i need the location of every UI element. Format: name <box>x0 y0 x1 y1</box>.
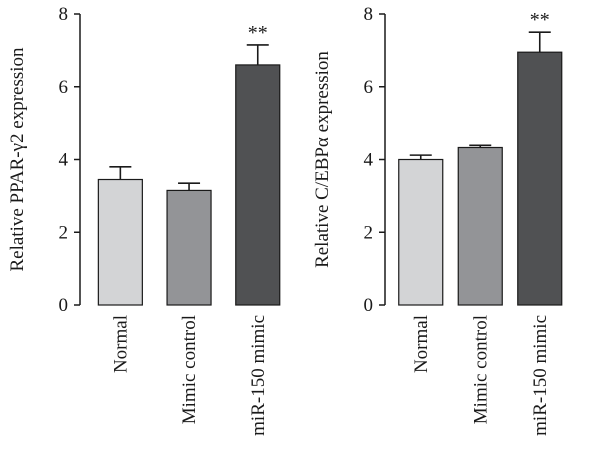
y-tick-label-8: 8 <box>364 4 374 25</box>
bar-1 <box>398 158 444 306</box>
y-tick-label-0: 0 <box>364 295 374 316</box>
y-tick-label-2: 2 <box>364 222 374 243</box>
y-axis-title: Relative PPAR-γ2 expression <box>7 47 28 272</box>
significance-label-3: ** <box>530 9 550 31</box>
bar-2 <box>457 146 503 306</box>
bar-2 <box>166 189 212 306</box>
category-label-3: miR-150 mimic <box>530 315 551 436</box>
bar-3 <box>517 51 563 306</box>
y-tick-label-2: 2 <box>59 222 69 243</box>
y-tick-label-4: 4 <box>59 150 69 171</box>
y-tick-label-6: 6 <box>364 77 374 98</box>
category-label-1: Normal <box>110 315 131 373</box>
bar-1 <box>97 178 143 306</box>
y-tick-label-8: 8 <box>59 4 69 25</box>
bar-3 <box>235 64 281 306</box>
category-label-3: miR-150 mimic <box>248 315 269 436</box>
y-tick-label-6: 6 <box>59 77 69 98</box>
y-axis-title: Relative C/EBPα expression <box>312 51 333 268</box>
chart-panel-ppar-g2: Normal Mimic control ** miR-150 mimic 0 2 4 6 8 R… <box>7 4 281 436</box>
category-label-2: Mimic control <box>470 315 491 424</box>
category-label-1: Normal <box>411 315 432 373</box>
significance-label-3: ** <box>248 22 268 44</box>
chart-panel-cebpa: Normal Mimic control ** miR-150 mimic 0 2 4 6 8 R… <box>312 4 563 436</box>
category-label-2: Mimic control <box>179 315 200 424</box>
y-tick-label-0: 0 <box>59 295 69 316</box>
y-tick-label-4: 4 <box>364 150 374 171</box>
